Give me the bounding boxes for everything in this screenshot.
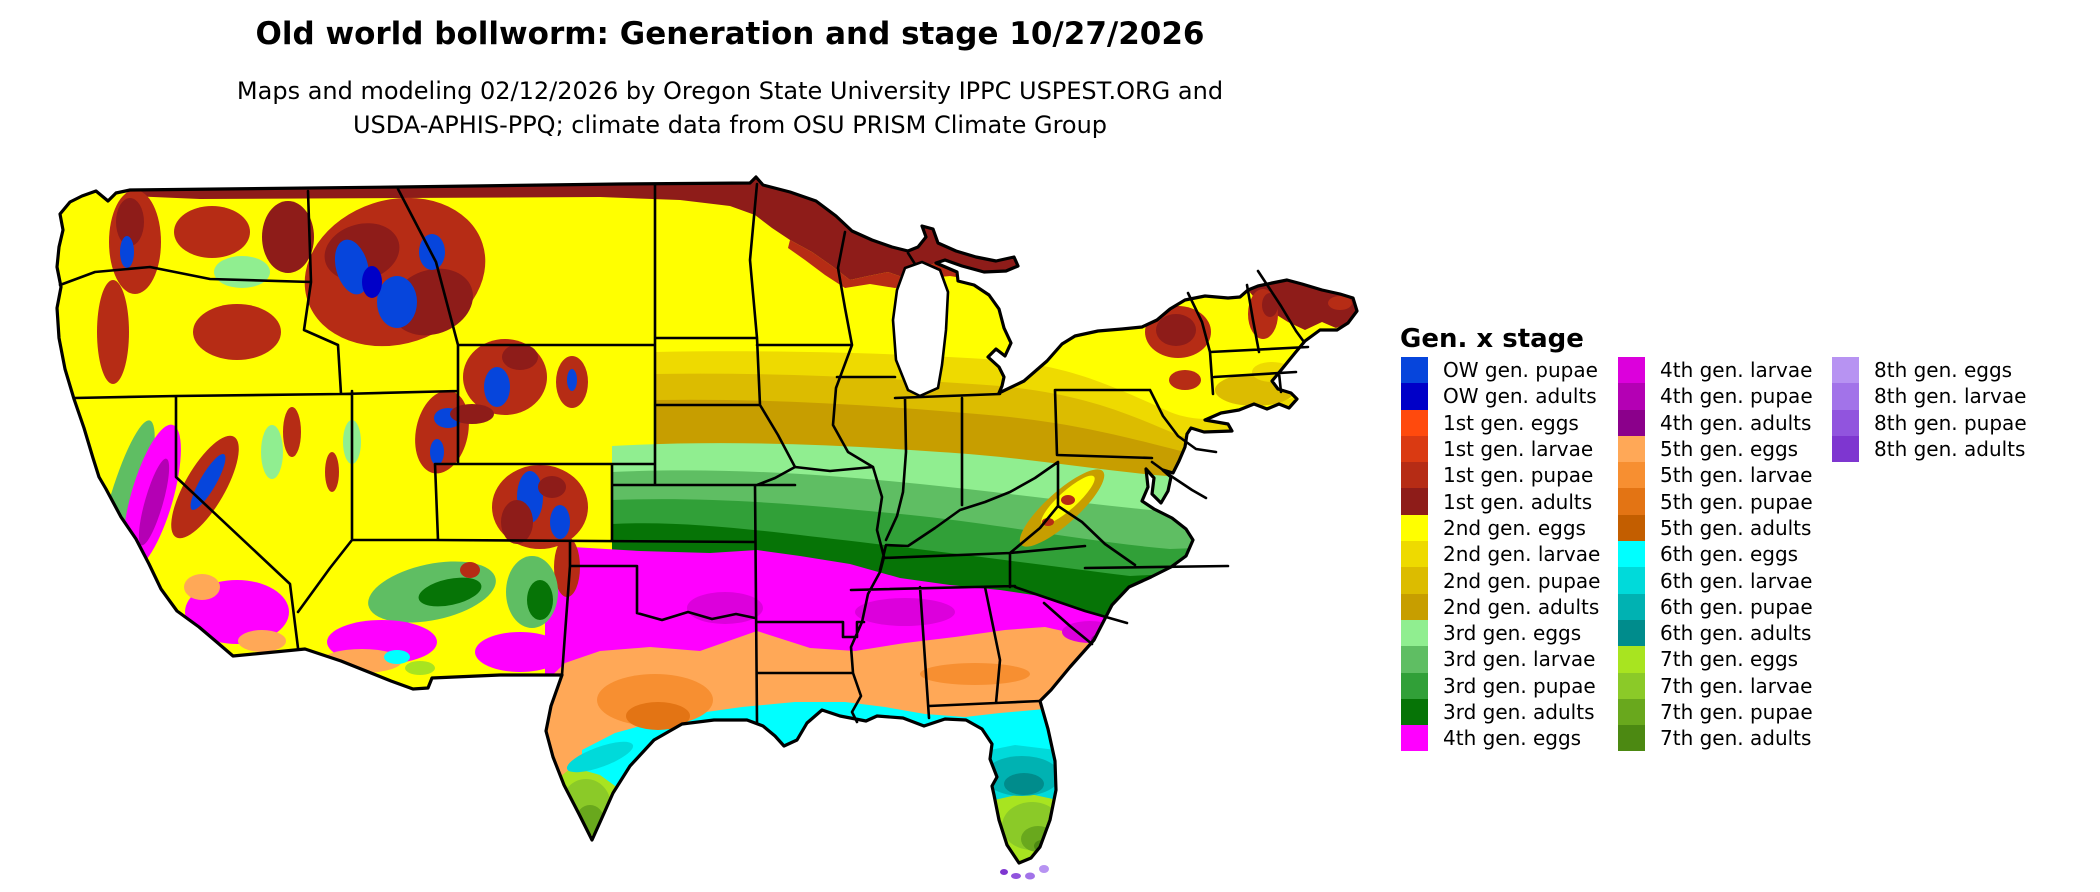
map-blob-wa-cascades-core bbox=[116, 198, 144, 246]
map-blob-socal-lime bbox=[183, 643, 209, 657]
map-blob-socal-orange1 bbox=[184, 574, 220, 600]
map-blob-id-owadults bbox=[362, 266, 382, 298]
page-subtitle: Maps and modeling 02/12/2026 by Oregon S… bbox=[0, 74, 1460, 142]
map-blob-id-panhandle bbox=[262, 201, 314, 273]
map-blob-az-red bbox=[460, 562, 480, 578]
map-blob-mogollon-core bbox=[418, 577, 482, 607]
map-blob-catskills bbox=[1169, 370, 1201, 390]
map-florida-keys bbox=[1000, 865, 1049, 880]
map-blob-sierra-crest bbox=[190, 454, 226, 510]
map-blob-co-core2 bbox=[538, 476, 566, 498]
map-band-6th-eggs bbox=[582, 702, 1357, 863]
map-blob-4th-larvae-1 bbox=[687, 592, 763, 624]
map-blob-south-nm bbox=[475, 632, 565, 672]
map-blob-adirondacks bbox=[1156, 314, 1196, 346]
map-blob-absaroka bbox=[502, 344, 538, 370]
map-blob-yellowstone-blue bbox=[484, 367, 510, 407]
map-blob-or-cascades bbox=[97, 280, 129, 384]
map-blob-wasatch-blue bbox=[430, 439, 444, 465]
subtitle-line-2: USDA-APHIS-PPQ; climate data from OSU PR… bbox=[352, 111, 1108, 139]
map-blob-wa-ow bbox=[120, 236, 134, 268]
map-band-5th-eggs bbox=[540, 616, 1357, 863]
map-blob-id-blue1 bbox=[334, 239, 370, 295]
map-blob-nv-valley1 bbox=[261, 425, 283, 479]
subtitle-line-1: Maps and modeling 02/12/2026 by Oregon S… bbox=[236, 77, 1224, 105]
map-blob-stx-6th-larvae bbox=[566, 741, 634, 773]
map-blob-central-valley-core bbox=[138, 458, 170, 546]
map-blob-nm-highlands-core bbox=[527, 580, 553, 620]
map-blob-nv-range1 bbox=[283, 407, 301, 457]
map-blob-south-az-lime bbox=[405, 661, 435, 675]
map-blob-south-az-cyan bbox=[384, 650, 410, 664]
map-band-north-1st-adults bbox=[130, 177, 1018, 280]
map-blob-uinta bbox=[450, 404, 494, 424]
map-blob-bighorn-blue bbox=[567, 369, 577, 391]
map-blob-sangre-de-cristo bbox=[554, 537, 580, 597]
map-blob-4th-larvae-3 bbox=[1062, 621, 1118, 643]
map-blob-blue-mtns bbox=[193, 304, 281, 360]
map-blob-socal-orange2 bbox=[238, 630, 286, 652]
map-blob-co-core1 bbox=[501, 500, 533, 544]
map-blob-white-mtns bbox=[1262, 293, 1278, 317]
page-title: Old world bollworm: Generation and stage… bbox=[255, 16, 1205, 52]
map-fill-layers bbox=[57, 177, 1357, 863]
us-outline bbox=[55, 175, 1359, 865]
map-blob-maine-coast bbox=[1328, 296, 1352, 310]
map-blob-okanogan bbox=[174, 206, 250, 258]
map-blob-id-blue2 bbox=[377, 276, 417, 328]
map-blob-co-blue2 bbox=[550, 505, 570, 539]
state-borders bbox=[58, 182, 1310, 724]
map-blob-appalachians-red1 bbox=[1061, 495, 1075, 505]
map-blob-nv-range2 bbox=[325, 452, 339, 492]
map-blob-fl-6th-adults bbox=[1004, 773, 1044, 795]
map-blob-4th-larvae-2 bbox=[855, 598, 955, 626]
map-blob-gulf-5th-larvae bbox=[920, 663, 1030, 685]
map-blob-tx-5th-pupae bbox=[626, 702, 690, 730]
map-blob-palouse bbox=[214, 256, 270, 288]
lake-michigan bbox=[891, 260, 950, 398]
